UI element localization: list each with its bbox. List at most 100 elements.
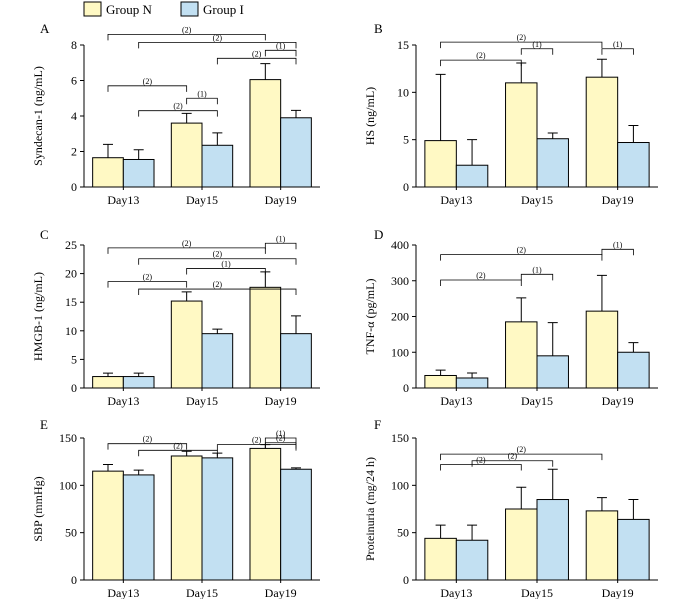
sig-bracket-c-3 (186, 268, 266, 275)
sig-label-f-1: (2) (476, 456, 486, 465)
bar-d-i-2 (617, 351, 650, 389)
y-tick-label-f-2: 100 (391, 478, 409, 492)
sig-bracket-a-1 (138, 41, 297, 49)
error-bar-a-n-2 (260, 63, 271, 80)
sig-bracket-b-0 (440, 41, 603, 49)
x-tick-label-b-0: Day13 (440, 193, 472, 207)
panel-b: B HS (ng/mL) 0 5 10 15 Day13 Day15 Day19 (2) (1) (1… (363, 21, 658, 207)
sig-bracket-e-1 (138, 449, 218, 457)
panels: A Syndecan-1 (ng/mL) 0 2 4 6 8 Day13 Day15 Day19 (… (31, 21, 658, 600)
error-bar-f-n-0 (435, 524, 446, 539)
sig-label-d-2: (2) (476, 271, 486, 280)
bar-f-n-0 (424, 537, 457, 581)
error-bar-d-n-0 (435, 369, 446, 376)
y-tick-label-a-4: 8 (71, 38, 77, 52)
sig-label-c-0: (2) (182, 239, 192, 248)
legend-swatch-group-n (83, 1, 102, 17)
y-tick-label-c-4: 20 (65, 267, 77, 281)
sig-bracket-e-4 (264, 442, 297, 449)
legend-label-group-i: Group I (203, 2, 244, 17)
sig-label-b-3: (2) (476, 51, 486, 60)
y-tick-label-d-0: 0 (403, 381, 409, 395)
panel-letter-d: D (374, 227, 383, 242)
sig-bracket-d-1 (601, 248, 634, 256)
bar-e-i-1 (201, 457, 234, 581)
bar-e-i-2 (280, 468, 312, 581)
sig-bracket-c-1 (264, 242, 297, 250)
sig-bracket-e-3 (264, 437, 297, 444)
x-tick-label-a-2: Day19 (265, 193, 297, 207)
error-bar-f-n-1 (516, 486, 527, 509)
sig-label-a-3: (2) (252, 49, 262, 58)
bar-c-i-1 (201, 333, 234, 389)
sig-bracket-d-3 (520, 273, 554, 281)
bar-e-i-0 (122, 474, 155, 581)
sig-bracket-c-2 (138, 258, 297, 265)
sig-label-f-2: (2) (508, 452, 518, 461)
sig-label-a-6: (2) (173, 102, 183, 111)
x-tick-label-c-2: Day19 (265, 394, 297, 408)
y-tick-label-d-4: 400 (391, 238, 409, 252)
sig-label-c-2: (2) (213, 250, 223, 259)
error-bar-c-i-2 (291, 315, 302, 334)
bar-d-i-0 (455, 377, 489, 389)
sig-label-b-2: (1) (613, 40, 623, 49)
error-bar-b-i-1 (547, 132, 558, 139)
sig-label-c-1: (1) (276, 234, 286, 243)
error-bar-d-i-0 (467, 372, 478, 378)
y-tick-label-c-5: 25 (65, 238, 77, 252)
x-tick-label-c-0: Day13 (107, 394, 139, 408)
sig-label-f-0: (2) (517, 445, 527, 454)
bar-f-n-1 (505, 508, 538, 581)
bar-a-n-2 (249, 79, 282, 188)
bar-b-i-0 (455, 164, 489, 188)
bar-f-i-1 (536, 499, 569, 581)
sig-label-c-4: (2) (143, 273, 153, 282)
error-bar-d-i-1 (547, 322, 558, 356)
x-tick-label-e-2: Day19 (265, 586, 297, 599)
sig-label-a-1: (2) (213, 33, 223, 42)
bar-d-i-1 (536, 355, 569, 389)
panel-e: E SBP (mmHg) 0 50 100 150 Day13 Day15 Day19 (2) (2… (31, 417, 320, 600)
x-tick-label-f-2: Day19 (602, 586, 634, 599)
bar-f-i-0 (455, 539, 489, 581)
sig-label-a-4: (2) (143, 77, 153, 86)
sig-bracket-b-1 (520, 48, 554, 55)
bar-c-i-2 (280, 333, 312, 389)
x-tick-label-e-1: Day15 (186, 586, 218, 599)
sig-bracket-d-0 (440, 254, 603, 261)
sig-label-e-2: (2) (252, 436, 262, 445)
y-tick-label-a-1: 2 (71, 145, 77, 159)
y-tick-label-f-0: 0 (403, 573, 409, 587)
error-bar-f-i-1 (547, 468, 558, 500)
panel-a: A Syndecan-1 (ng/mL) 0 2 4 6 8 Day13 Day15 Day19 (… (31, 21, 320, 207)
y-tick-label-e-0: 0 (71, 573, 77, 587)
error-bar-a-n-0 (102, 143, 113, 158)
sig-bracket-a-2 (264, 49, 297, 57)
sig-bracket-b-2 (601, 48, 634, 55)
error-bar-b-n-2 (596, 58, 607, 78)
sig-label-b-0: (2) (517, 33, 527, 42)
bar-a-i-1 (201, 144, 234, 188)
bar-a-n-1 (170, 122, 203, 188)
panel-letter-b: B (374, 21, 383, 36)
error-bar-f-i-2 (628, 499, 639, 520)
y-tick-label-c-0: 0 (71, 381, 77, 395)
x-tick-label-d-0: Day13 (440, 394, 472, 408)
sig-label-a-2: (1) (276, 41, 286, 50)
error-bar-f-i-0 (467, 524, 478, 541)
x-tick-label-f-0: Day13 (440, 586, 472, 599)
sig-label-d-1: (1) (613, 240, 623, 249)
y-tick-label-d-2: 200 (391, 310, 409, 324)
y-tick-label-f-3: 150 (391, 431, 409, 445)
x-tick-label-a-0: Day13 (107, 193, 139, 207)
bar-b-i-1 (536, 138, 569, 188)
sig-bracket-a-6 (138, 110, 218, 117)
bar-e-n-1 (170, 455, 203, 581)
y-tick-label-a-0: 0 (71, 180, 77, 194)
y-tick-label-b-3: 15 (397, 38, 409, 52)
y-tick-label-a-3: 6 (71, 74, 77, 88)
y-tick-label-b-1: 5 (403, 133, 409, 147)
bar-c-n-0 (92, 376, 124, 389)
bar-d-n-2 (585, 310, 619, 389)
